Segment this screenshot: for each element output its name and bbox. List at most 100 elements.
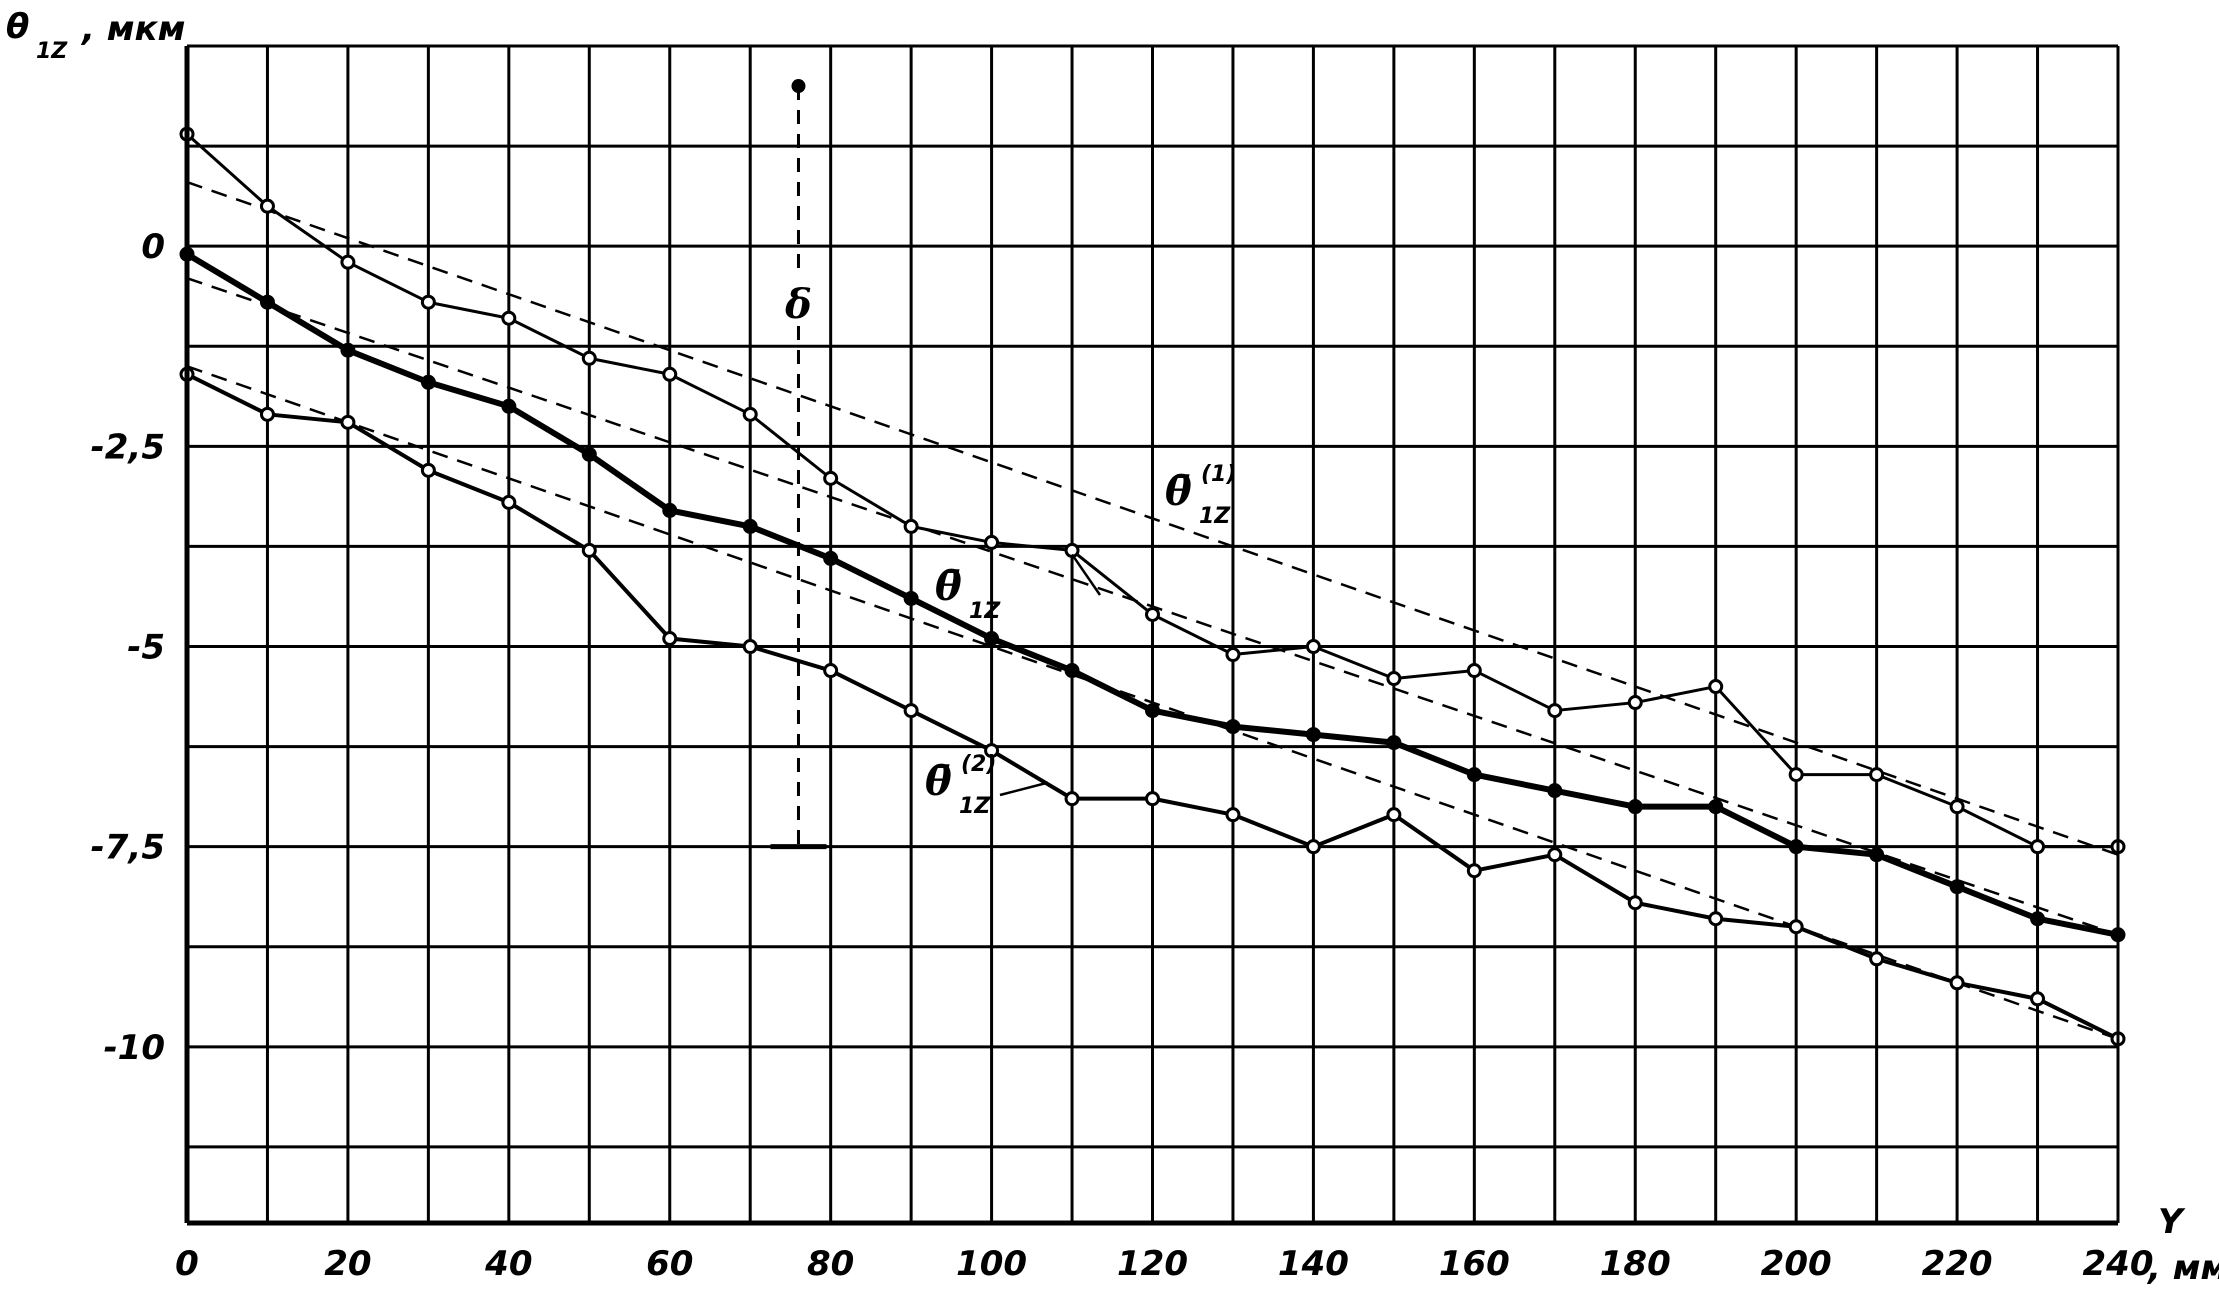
trend-line bbox=[186, 180, 2119, 856]
data-point bbox=[259, 406, 275, 422]
data-point bbox=[984, 631, 1000, 647]
data-point bbox=[1547, 847, 1563, 863]
x-tick-label: 160 bbox=[1439, 1244, 1510, 1284]
data-point bbox=[420, 374, 436, 390]
series-label-sup: (2) bbox=[961, 752, 996, 777]
series-label: θ̄ bbox=[1165, 468, 1192, 515]
data-point bbox=[1225, 719, 1241, 735]
data-point bbox=[984, 534, 1000, 550]
data-point bbox=[1949, 879, 1965, 895]
data-point bbox=[1145, 703, 1160, 719]
data-point bbox=[581, 350, 597, 366]
series-label: θ̄ bbox=[925, 758, 952, 805]
data-point bbox=[1386, 671, 1402, 687]
series-leader-line bbox=[1071, 553, 1102, 596]
data-point bbox=[1547, 783, 1563, 799]
data-point bbox=[1145, 606, 1160, 622]
x-tick-label: 200 bbox=[1761, 1244, 1832, 1284]
data-point bbox=[1788, 839, 1804, 855]
data-point bbox=[1869, 951, 1885, 967]
data-point bbox=[340, 254, 356, 270]
grid bbox=[185, 46, 2120, 1223]
data-point bbox=[1627, 799, 1643, 815]
data-point bbox=[1627, 695, 1643, 711]
data-point bbox=[1225, 647, 1241, 663]
data-point bbox=[1949, 975, 1965, 991]
data-point bbox=[1466, 663, 1482, 679]
data-point bbox=[581, 542, 597, 558]
data-point bbox=[259, 294, 275, 310]
x-tick-label: 140 bbox=[1278, 1244, 1349, 1284]
data-point bbox=[1466, 863, 1482, 879]
data-point bbox=[742, 639, 758, 655]
x-axis-title: Y bbox=[2158, 1202, 2186, 1242]
x-tick-label: 40 bbox=[484, 1244, 532, 1284]
data-point bbox=[903, 518, 919, 534]
data-point bbox=[581, 446, 597, 462]
x-tick-label: 120 bbox=[1117, 1244, 1188, 1284]
y-tick-label: -5 bbox=[127, 628, 165, 668]
y-tick-label: -2,5 bbox=[91, 427, 165, 467]
data-point bbox=[1869, 767, 1885, 783]
data-point bbox=[662, 502, 678, 518]
series-label-sub: 1Z bbox=[959, 794, 991, 819]
data-point bbox=[1145, 791, 1160, 807]
data-point bbox=[1547, 703, 1563, 719]
data-point bbox=[1627, 895, 1643, 911]
data-point bbox=[1064, 791, 1080, 807]
data-point bbox=[903, 590, 919, 606]
data-point bbox=[823, 550, 839, 566]
data-point bbox=[1708, 679, 1724, 695]
data-point bbox=[1225, 807, 1241, 823]
data-point bbox=[501, 494, 517, 510]
x-tick-label: 0 bbox=[175, 1244, 199, 1284]
data-point bbox=[742, 518, 758, 534]
data-point bbox=[1788, 919, 1804, 935]
data-point bbox=[2030, 911, 2046, 927]
y-tick-label: -10 bbox=[104, 1028, 165, 1068]
data-point bbox=[1305, 727, 1321, 743]
data-point bbox=[1949, 799, 1965, 815]
data-point bbox=[742, 406, 758, 422]
x-tick-label: 80 bbox=[807, 1244, 854, 1284]
data-point bbox=[259, 198, 275, 214]
series-label-sub: 1Z bbox=[969, 599, 1001, 624]
y-tick-label: 0 bbox=[141, 227, 165, 267]
data-point bbox=[1869, 847, 1885, 863]
y-axis-unit: , мкм bbox=[80, 9, 185, 49]
x-tick-label: 240 bbox=[2083, 1244, 2154, 1284]
data-point bbox=[1305, 639, 1321, 655]
labels: 0 -2,5 -5 -7,5 -10 0 20 40 60 80 100 120 140 160 180 20… bbox=[6, 7, 2219, 1288]
series-label-sup: (1) bbox=[1201, 462, 1236, 487]
data-point bbox=[984, 743, 1000, 759]
data-point bbox=[662, 631, 678, 647]
trend-line bbox=[186, 277, 2119, 936]
x-tick-label: 220 bbox=[1922, 1244, 1993, 1284]
x-tick-label: 60 bbox=[646, 1244, 693, 1284]
data-point bbox=[823, 470, 839, 486]
data-point bbox=[823, 663, 839, 679]
data-point bbox=[662, 366, 678, 382]
delta-top-mark bbox=[791, 79, 806, 94]
data-point bbox=[1064, 663, 1080, 679]
x-axis-unit: , мм bbox=[2146, 1248, 2219, 1288]
x-tick-label: 100 bbox=[956, 1244, 1027, 1284]
x-tick-label: 180 bbox=[1600, 1244, 1671, 1284]
data-point bbox=[501, 398, 517, 414]
data-point bbox=[420, 294, 436, 310]
data-point bbox=[420, 462, 436, 478]
delta-label: δ bbox=[784, 281, 812, 328]
data-point bbox=[2030, 839, 2046, 855]
data-point bbox=[1708, 799, 1724, 815]
data-point bbox=[1708, 911, 1724, 927]
data-point bbox=[1788, 767, 1804, 783]
data-point bbox=[340, 414, 356, 430]
series-lines bbox=[179, 126, 2126, 1047]
data-point bbox=[2030, 991, 2046, 1007]
y-tick-label: -7,5 bbox=[91, 828, 165, 868]
data-point bbox=[1386, 735, 1402, 751]
series-label: θ̄ bbox=[935, 563, 962, 610]
y-axis-title: θ bbox=[6, 7, 29, 47]
